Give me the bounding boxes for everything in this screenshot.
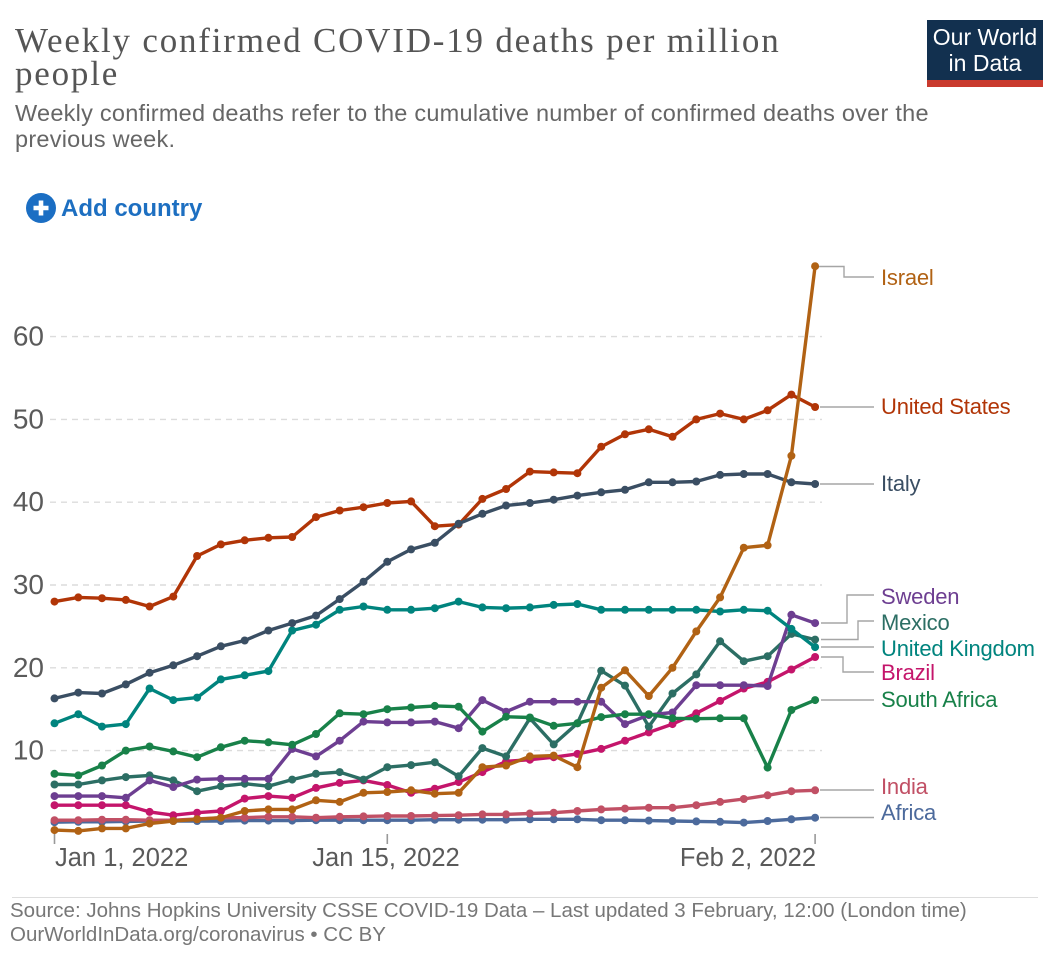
svg-text:30: 30	[13, 569, 44, 600]
svg-text:50: 50	[13, 403, 44, 434]
svg-text:Jan 15, 2022: Jan 15, 2022	[312, 844, 459, 872]
svg-text:Italy: Italy	[881, 471, 921, 496]
svg-text:Jan 1, 2022: Jan 1, 2022	[55, 844, 188, 872]
svg-text:10: 10	[13, 735, 44, 766]
svg-text:India: India	[881, 774, 929, 799]
svg-text:Brazil: Brazil	[881, 660, 935, 685]
svg-text:Israel: Israel	[881, 265, 934, 290]
svg-text:United Kingdom: United Kingdom	[881, 636, 1035, 661]
svg-text:United States: United States	[881, 394, 1011, 419]
svg-text:Feb 2, 2022: Feb 2, 2022	[680, 844, 816, 872]
svg-text:Mexico: Mexico	[881, 610, 950, 635]
svg-text:60: 60	[13, 321, 44, 352]
svg-text:South Africa: South Africa	[881, 687, 998, 712]
svg-text:20: 20	[13, 652, 44, 683]
svg-text:Sweden: Sweden	[881, 584, 959, 609]
svg-text:Africa: Africa	[881, 800, 937, 825]
svg-text:40: 40	[13, 486, 44, 517]
